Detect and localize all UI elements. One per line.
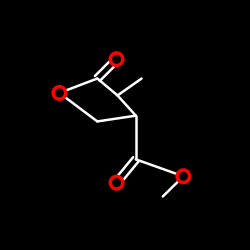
Circle shape (113, 56, 120, 63)
Circle shape (109, 175, 124, 190)
Circle shape (176, 169, 191, 184)
Circle shape (109, 52, 124, 66)
Circle shape (56, 89, 63, 97)
Circle shape (180, 172, 187, 180)
Circle shape (52, 86, 67, 100)
Circle shape (113, 179, 120, 186)
